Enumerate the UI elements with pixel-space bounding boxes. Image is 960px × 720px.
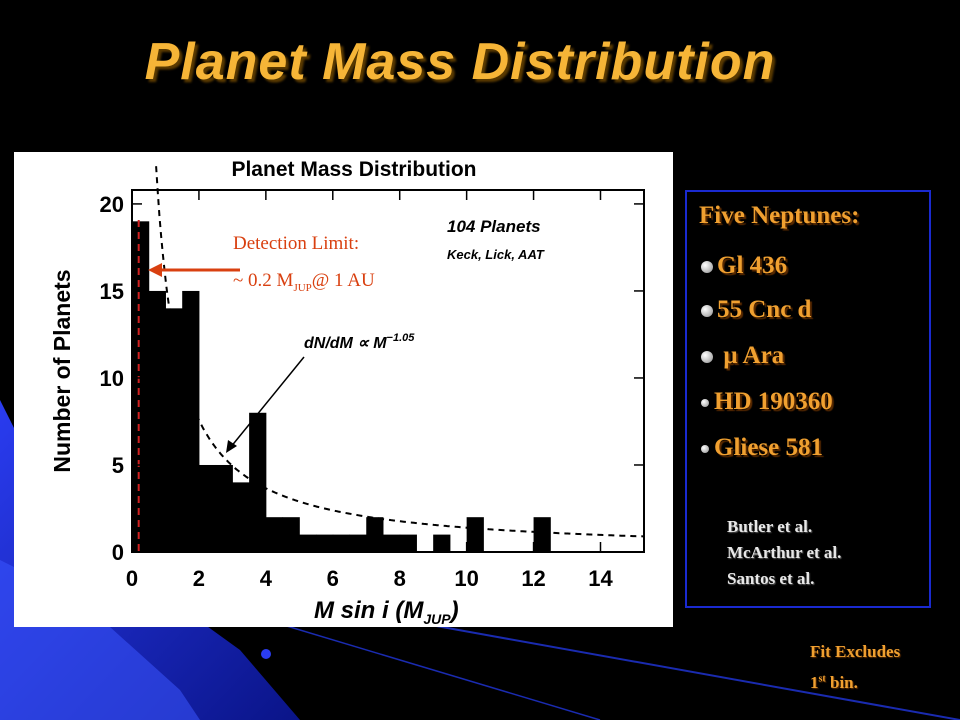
histogram-bar bbox=[399, 534, 417, 552]
neptune-name: Gliese 581 bbox=[714, 434, 824, 461]
slide-title: Planet Mass Distribution bbox=[144, 33, 776, 91]
y-tick-label: 15 bbox=[100, 279, 124, 304]
histogram-bar bbox=[132, 221, 150, 553]
histogram-bar bbox=[249, 412, 267, 552]
fit-note-ordinal: 1 bbox=[810, 673, 819, 692]
y-axis-label: Number of Planets bbox=[49, 269, 75, 472]
histogram-bar bbox=[215, 464, 233, 552]
x-tick-label: 4 bbox=[260, 566, 273, 591]
histogram-bar bbox=[165, 308, 183, 552]
x-tick-label: 14 bbox=[588, 566, 613, 591]
neptune-name: Gl 436 bbox=[717, 252, 788, 279]
histogram-bar bbox=[316, 534, 334, 552]
x-axis-label: M sin i (MJUP) bbox=[314, 597, 459, 627]
histogram-bar bbox=[349, 534, 367, 552]
y-tick-label: 20 bbox=[100, 192, 124, 217]
neptune-name: µ Ara bbox=[717, 342, 785, 369]
histogram-chart: 0 2 4 6 8 10 12 14 0 5 10 15 20 Planet Mass Distribut… bbox=[49, 158, 645, 627]
histogram-bar bbox=[299, 534, 317, 552]
fit-curve-label: dN/dM ∝ M−1.05 bbox=[304, 332, 415, 352]
bullet-icon bbox=[701, 261, 713, 274]
bullet-icon bbox=[701, 445, 709, 454]
histogram-bar bbox=[466, 517, 484, 552]
neptune-name: 55 Cnc d bbox=[717, 296, 812, 323]
histogram-bar bbox=[433, 534, 451, 552]
bullet-icon bbox=[701, 399, 709, 408]
reference-line: Santos et al. bbox=[727, 569, 815, 588]
fit-note-line2: 1st bin. bbox=[810, 673, 858, 693]
mass-subscript: JUP bbox=[293, 281, 312, 294]
histogram-bar bbox=[232, 482, 250, 552]
neptunes-info-box: Five Neptunes: Gl 436 55 Cnc d µ Ara HD … bbox=[685, 190, 931, 608]
detection-limit-label: Detection Limit: bbox=[233, 233, 360, 254]
bullet-icon bbox=[701, 305, 713, 318]
histogram-bar bbox=[332, 534, 351, 552]
x-tick-label: 6 bbox=[327, 566, 339, 591]
y-tick-label: 0 bbox=[112, 540, 124, 565]
x-tick-label: 10 bbox=[454, 566, 478, 591]
neptune-name: HD 190360 bbox=[714, 388, 833, 415]
neptune-item: 55 Cnc d bbox=[701, 296, 811, 324]
detection-limit-value: ~ 0.2 MJUP@ 1 AU bbox=[233, 270, 375, 294]
fit-note-bin: bin. bbox=[825, 673, 858, 692]
fit-note-line1: Fit Excludes bbox=[810, 642, 901, 661]
histogram-bar bbox=[182, 290, 200, 552]
fit-label-arrow-line bbox=[229, 356, 305, 449]
y-tick-label: 5 bbox=[112, 453, 124, 478]
fit-note-ordinal-suffix: st bbox=[818, 673, 826, 685]
mass-prefix: ~ 0.2 M bbox=[233, 270, 294, 291]
histogram-bar bbox=[198, 464, 217, 552]
neptune-item: Gl 436 bbox=[701, 252, 787, 280]
histogram-bar bbox=[148, 290, 166, 552]
plot-frame bbox=[131, 189, 645, 553]
histogram-bar bbox=[265, 517, 284, 552]
legend-sources: Keck, Lick, AAT bbox=[447, 247, 545, 262]
neptune-item: µ Ara bbox=[701, 342, 784, 370]
mass-suffix: @ 1 AU bbox=[311, 270, 375, 291]
neptune-item: Gliese 581 bbox=[701, 434, 823, 462]
y-tick-label: 10 bbox=[100, 366, 124, 391]
decorative-dot bbox=[261, 649, 271, 659]
chart-panel: 0 2 4 6 8 10 12 14 0 5 10 15 20 Planet Mass Distribut… bbox=[14, 152, 673, 627]
x-tick-label: 12 bbox=[521, 566, 545, 591]
histogram-bar bbox=[366, 517, 384, 552]
bullet-icon bbox=[701, 351, 713, 364]
histogram-bar bbox=[282, 517, 300, 552]
x-tick-label: 2 bbox=[193, 566, 205, 591]
x-tick-label: 0 bbox=[126, 566, 138, 591]
histogram-bar bbox=[533, 517, 551, 552]
chart-title: Planet Mass Distribution bbox=[231, 158, 476, 181]
info-box-title: Five Neptunes: bbox=[699, 202, 860, 229]
histogram-bar bbox=[382, 534, 401, 552]
fit-label-arrowhead bbox=[226, 440, 237, 453]
fit-curve bbox=[155, 166, 644, 538]
neptune-item: HD 190360 bbox=[701, 388, 833, 416]
x-tick-label: 8 bbox=[394, 566, 406, 591]
reference-line: Butler et al. bbox=[727, 517, 813, 536]
reference-line: McArthur et al. bbox=[727, 543, 842, 562]
legend-planets: 104 Planets bbox=[447, 217, 541, 236]
